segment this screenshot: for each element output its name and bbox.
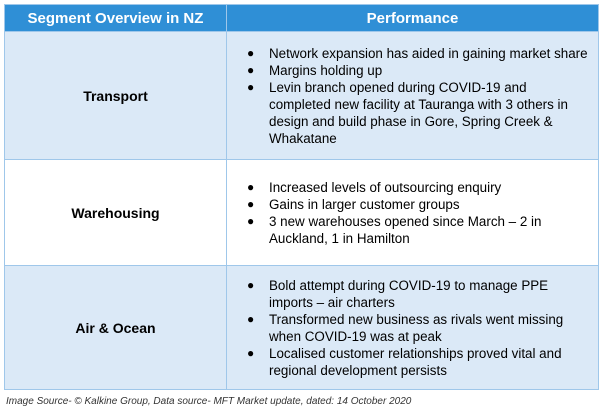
list-item: ● 3 new warehouses opened since March – 2… [247, 213, 542, 246]
header-segment: Segment Overview in NZ [4, 4, 227, 32]
table-row: Transport ● Network expansion has aided i… [4, 31, 599, 160]
performance-cell: ● Increased levels of outsourcing enquiry… [226, 159, 599, 266]
bullet-icon: ● [247, 213, 255, 228]
list-item: ● Bold attempt during COVID-19 to manage … [247, 277, 549, 310]
header-performance: Performance [226, 4, 599, 32]
segment-name-air-ocean: Air & Ocean [4, 265, 227, 390]
performance-list: ● Bold attempt during COVID-19 to manage … [227, 277, 598, 379]
performance-list: ● Increased levels of outsourcing enquiry… [227, 179, 598, 247]
list-item: ● Network expansion has aided in gaining … [247, 45, 588, 61]
bullet-icon: ● [247, 277, 255, 292]
bullet-icon: ● [247, 311, 255, 326]
bullet-icon: ● [247, 196, 255, 211]
performance-cell: ● Network expansion has aided in gaining … [226, 31, 599, 160]
bullet-icon: ● [247, 45, 255, 60]
table-header-row: Segment Overview in NZ Performance [4, 4, 599, 32]
list-item: ● Gains in larger customer groups [247, 196, 460, 212]
bullet-icon: ● [247, 79, 255, 94]
performance-list: ● Network expansion has aided in gaining … [227, 45, 598, 147]
table-row: Air & Ocean ● Bold attempt during COVID-1… [4, 265, 599, 390]
list-item: ● Levin branch opened during COVID-19 and… [247, 79, 568, 146]
segment-name-transport: Transport [4, 31, 227, 160]
performance-cell: ● Bold attempt during COVID-19 to manage … [226, 265, 599, 390]
list-item: ● Transformed new business as rivals went… [247, 311, 564, 344]
bullet-icon: ● [247, 179, 255, 194]
list-item: ● Increased levels of outsourcing enquiry [247, 179, 502, 195]
segment-overview-table: Segment Overview in NZ Performance Trans… [4, 4, 599, 390]
source-caption: Image Source- © Kalkine Group, Data sour… [6, 396, 412, 407]
bullet-icon: ● [247, 62, 255, 77]
table-row: Warehousing ● Increased levels of outsour… [4, 159, 599, 266]
list-item: ● Localised customer relationships proved… [247, 345, 562, 378]
list-item: ● Margins holding up [247, 62, 383, 78]
segment-name-warehousing: Warehousing [4, 159, 227, 266]
bullet-icon: ● [247, 345, 255, 360]
